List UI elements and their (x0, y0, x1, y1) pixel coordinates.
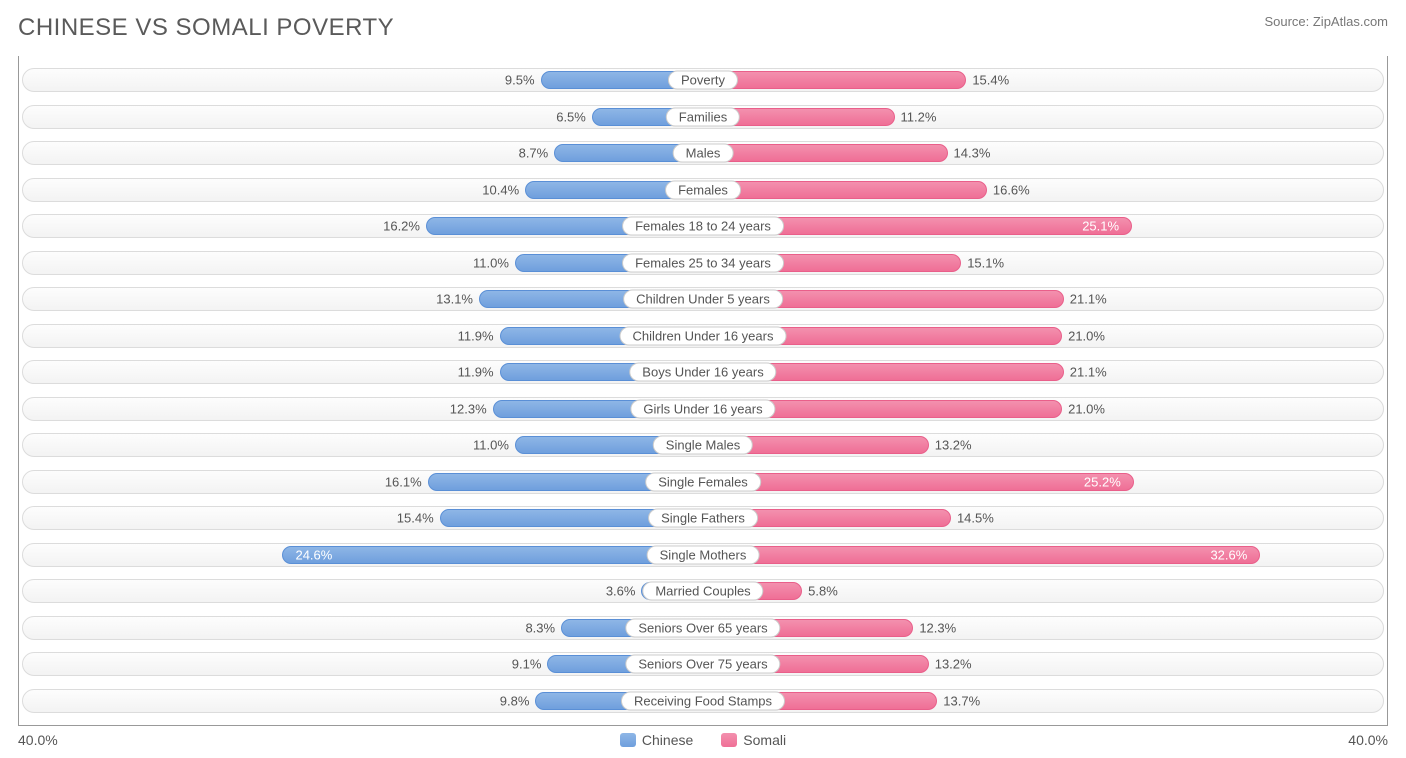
category-badge: Poverty (668, 71, 738, 90)
chart-row: 11.9% 21.1% Boys Under 16 years (19, 357, 1387, 387)
value-label-right: 14.5% (957, 511, 994, 526)
value-label-left: 9.8% (500, 693, 530, 708)
bar-right (703, 144, 948, 162)
value-label-left: 11.9% (458, 365, 494, 380)
value-label-right: 5.8% (808, 584, 838, 599)
value-label-right: 25.1% (1082, 219, 1119, 234)
legend-item-somali: Somali (721, 732, 786, 748)
category-badge: Females 25 to 34 years (622, 253, 784, 272)
category-badge: Girls Under 16 years (630, 399, 775, 418)
category-badge: Children Under 5 years (623, 290, 783, 309)
value-label-right: 25.2% (1084, 474, 1121, 489)
value-label-left: 13.1% (436, 292, 473, 307)
value-label-right: 16.6% (993, 182, 1030, 197)
category-badge: Single Fathers (648, 509, 758, 528)
value-label-right: 14.3% (954, 146, 991, 161)
axis-left-max: 40.0% (18, 732, 58, 748)
value-label-left: 9.1% (512, 657, 542, 672)
chart-row: 24.6% 32.6% Single Mothers (19, 540, 1387, 570)
value-label-right: 21.0% (1068, 328, 1105, 343)
value-label-left: 3.6% (606, 584, 636, 599)
legend-label-somali: Somali (743, 732, 786, 748)
value-label-right: 13.2% (935, 438, 972, 453)
chart-row: 11.0% 13.2% Single Males (19, 430, 1387, 460)
value-label-left: 24.6% (295, 547, 332, 562)
header: CHINESE VS SOMALI POVERTY Source: ZipAtl… (18, 14, 1388, 42)
value-label-left: 11.0% (473, 255, 509, 270)
bar-right (703, 71, 966, 89)
chart-row: 6.5% 11.2% Families (19, 102, 1387, 132)
bar-left (282, 546, 703, 564)
chart-row: 9.8% 13.7% Receiving Food Stamps (19, 686, 1387, 716)
value-label-left: 8.3% (525, 620, 555, 635)
category-badge: Females 18 to 24 years (622, 217, 784, 236)
value-label-right: 12.3% (919, 620, 956, 635)
value-label-left: 11.0% (473, 438, 509, 453)
value-label-right: 21.1% (1070, 292, 1107, 307)
category-badge: Seniors Over 65 years (625, 618, 780, 637)
chart-row: 8.3% 12.3% Seniors Over 65 years (19, 613, 1387, 643)
chart-row: 15.4% 14.5% Single Fathers (19, 503, 1387, 533)
value-label-left: 8.7% (519, 146, 549, 161)
chart-row: 13.1% 21.1% Children Under 5 years (19, 284, 1387, 314)
category-badge: Receiving Food Stamps (621, 691, 785, 710)
chart-row: 16.1% 25.2% Single Females (19, 467, 1387, 497)
chart-row: 16.2% 25.1% Females 18 to 24 years (19, 211, 1387, 241)
value-label-left: 16.2% (383, 219, 420, 234)
category-badge: Single Males (653, 436, 753, 455)
value-label-left: 6.5% (556, 109, 586, 124)
chart-row: 12.3% 21.0% Girls Under 16 years (19, 394, 1387, 424)
value-label-left: 10.4% (482, 182, 519, 197)
value-label-left: 12.3% (450, 401, 487, 416)
value-label-left: 11.9% (458, 328, 494, 343)
bar-right (703, 473, 1134, 491)
chart-row: 8.7% 14.3% Males (19, 138, 1387, 168)
chart-row: 3.6% 5.8% Married Couples (19, 576, 1387, 606)
chart-row: 11.9% 21.0% Children Under 16 years (19, 321, 1387, 351)
value-label-right: 13.2% (935, 657, 972, 672)
chart-row: 9.5% 15.4% Poverty (19, 65, 1387, 95)
chart-area: 9.5% 15.4% Poverty 6.5% 11.2% Families 8.7% 14.… (18, 56, 1388, 726)
chart-container: CHINESE VS SOMALI POVERTY Source: ZipAtl… (0, 0, 1406, 758)
source-label: Source: ZipAtlas.com (1264, 14, 1388, 29)
value-label-right: 15.4% (972, 73, 1009, 88)
chart-row: 11.0% 15.1% Females 25 to 34 years (19, 248, 1387, 278)
value-label-left: 16.1% (385, 474, 422, 489)
axis-right-max: 40.0% (1348, 732, 1388, 748)
category-badge: Children Under 16 years (620, 326, 787, 345)
category-badge: Females (665, 180, 741, 199)
chart-row: 10.4% 16.6% Females (19, 175, 1387, 205)
category-badge: Single Females (645, 472, 761, 491)
bar-right (703, 181, 987, 199)
chart-title: CHINESE VS SOMALI POVERTY (18, 14, 394, 42)
category-badge: Seniors Over 75 years (625, 655, 780, 674)
category-badge: Married Couples (642, 582, 763, 601)
value-label-right: 15.1% (967, 255, 1004, 270)
category-badge: Boys Under 16 years (629, 363, 776, 382)
category-badge: Males (673, 144, 734, 163)
value-label-right: 21.1% (1070, 365, 1107, 380)
legend: Chinese Somali (620, 732, 786, 748)
value-label-right: 11.2% (901, 109, 937, 124)
category-badge: Single Mothers (647, 545, 760, 564)
legend-label-chinese: Chinese (642, 732, 693, 748)
legend-swatch-chinese (620, 733, 636, 747)
chart-row: 9.1% 13.2% Seniors Over 75 years (19, 649, 1387, 679)
legend-swatch-somali (721, 733, 737, 747)
value-label-right: 21.0% (1068, 401, 1105, 416)
bar-right (703, 546, 1260, 564)
legend-item-chinese: Chinese (620, 732, 693, 748)
chart-footer: 40.0% Chinese Somali 40.0% (18, 732, 1388, 748)
value-label-left: 9.5% (505, 73, 535, 88)
value-label-right: 13.7% (943, 693, 980, 708)
category-badge: Families (666, 107, 740, 126)
value-label-right: 32.6% (1210, 547, 1247, 562)
value-label-left: 15.4% (397, 511, 434, 526)
